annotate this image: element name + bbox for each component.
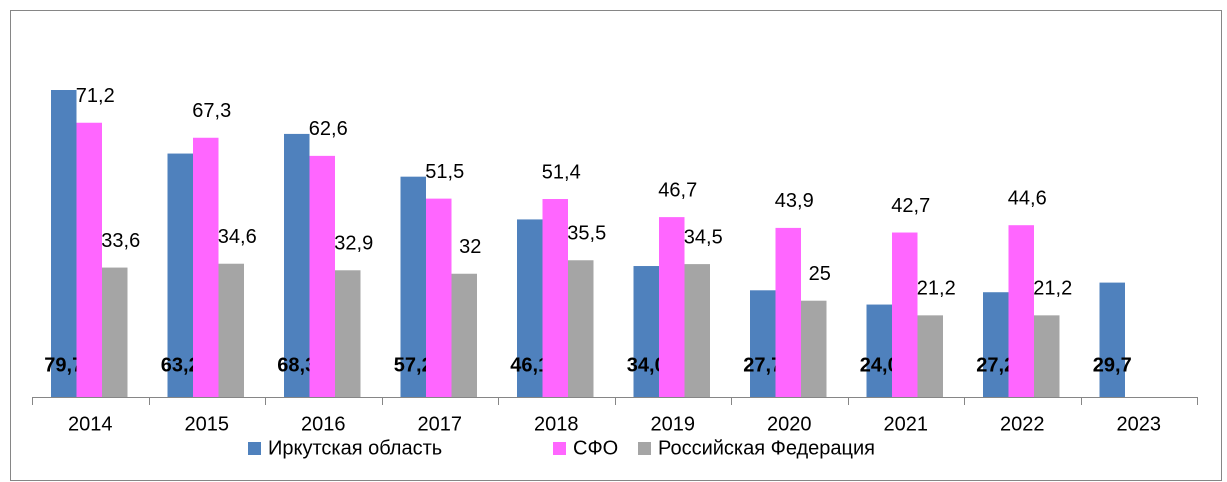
data-label: 29,7 <box>1093 354 1132 376</box>
bar <box>917 315 943 397</box>
x-tick-label: 2022 <box>1000 413 1045 435</box>
bar <box>426 198 452 397</box>
bar <box>193 137 219 398</box>
x-tick-label: 2020 <box>767 413 812 435</box>
bar <box>633 266 659 397</box>
bar <box>76 122 102 398</box>
data-label: 32,9 <box>334 233 373 255</box>
bar <box>983 292 1009 397</box>
legend-label: Российская Федерация <box>658 437 875 459</box>
bar <box>659 217 685 397</box>
data-label: 46,1 <box>510 354 549 376</box>
data-label: 62,6 <box>309 118 348 140</box>
data-label: 21,2 <box>1033 278 1072 300</box>
bar <box>892 232 918 397</box>
data-label: 27,2 <box>976 354 1015 376</box>
data-label: 68,3 <box>277 354 316 376</box>
data-label: 34,0 <box>627 354 666 376</box>
legend-swatch <box>553 442 566 455</box>
bar <box>1008 225 1034 397</box>
data-label: 24,0 <box>860 354 899 376</box>
data-label: 51,5 <box>425 161 464 183</box>
data-label: 25 <box>809 263 831 285</box>
data-label: 33,6 <box>101 230 140 252</box>
bar <box>1099 282 1125 397</box>
bar <box>451 273 477 397</box>
x-tick-label: 2014 <box>68 413 113 435</box>
bar <box>309 155 335 397</box>
data-label: 67,3 <box>192 100 231 122</box>
x-tick-label: 2018 <box>534 413 579 435</box>
bar <box>750 290 776 397</box>
data-label: 32 <box>459 236 481 258</box>
legend-swatch <box>638 442 651 455</box>
data-label: 63,2 <box>161 354 200 376</box>
data-label: 35,5 <box>567 223 606 245</box>
bar <box>102 267 128 397</box>
x-tick-label: 2023 <box>1117 413 1162 435</box>
data-label: 34,5 <box>684 226 723 248</box>
data-label: 34,6 <box>218 226 257 248</box>
bar <box>684 264 710 397</box>
data-label: 51,4 <box>542 161 581 183</box>
data-label: 27,7 <box>743 354 782 376</box>
bar <box>866 304 892 397</box>
bar <box>218 263 244 397</box>
bar <box>542 199 568 397</box>
bar <box>335 270 361 397</box>
data-label: 46,7 <box>658 179 697 201</box>
x-tick-label: 2021 <box>884 413 929 435</box>
data-label: 43,9 <box>775 190 814 212</box>
data-label: 79,7 <box>44 354 83 376</box>
legend-swatch <box>248 442 261 455</box>
chart-frame <box>10 10 1222 481</box>
x-tick-label: 2017 <box>418 413 463 435</box>
bar <box>568 260 594 397</box>
data-label: 44,6 <box>1008 187 1047 209</box>
bar <box>775 227 801 397</box>
data-label: 42,7 <box>891 195 930 217</box>
bar <box>284 133 310 397</box>
bar <box>1034 315 1060 397</box>
data-label: 71,2 <box>76 85 115 107</box>
bar <box>517 219 543 397</box>
x-tick-label: 2015 <box>185 413 230 435</box>
x-tick-label: 2016 <box>301 413 346 435</box>
bar <box>51 90 77 397</box>
x-tick-label: 2019 <box>651 413 696 435</box>
legend-label: СФО <box>573 437 618 459</box>
bar <box>801 300 827 397</box>
data-label: 57,2 <box>394 354 433 376</box>
bar <box>400 176 426 397</box>
data-label: 21,2 <box>917 278 956 300</box>
bar <box>167 153 193 397</box>
legend-label: Иркутская область <box>268 437 442 459</box>
